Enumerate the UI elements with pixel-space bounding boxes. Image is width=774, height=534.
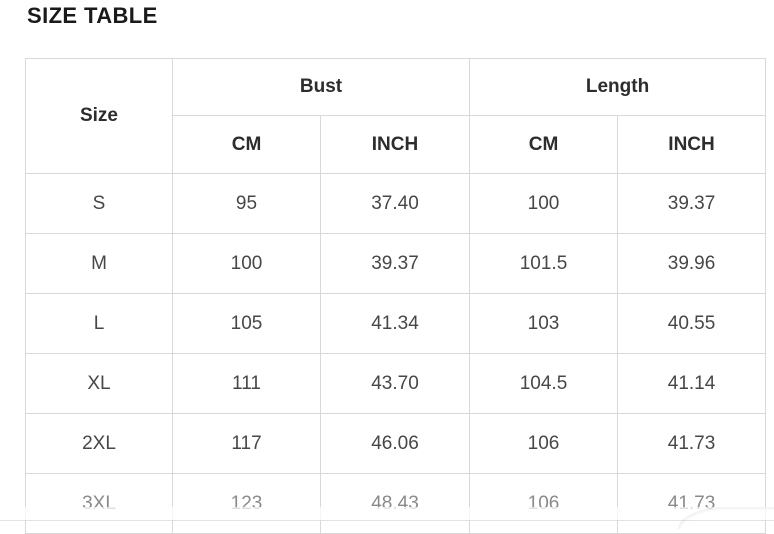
size-cell: 3XL: [25, 473, 173, 534]
column-header-bust-inch: INCH: [319, 115, 471, 174]
bust-cm-cell: 95: [172, 173, 321, 234]
length-cm-cell: 104.5: [469, 353, 619, 414]
page-title: SIZE TABLE: [27, 3, 158, 28]
column-group-length: Length: [469, 58, 767, 116]
column-header-length-cm: CM: [469, 115, 619, 174]
length-inch-cell: 40.55: [617, 293, 767, 354]
table-row: XL 111 43.70 104.5 41.14: [25, 353, 767, 414]
length-inch-cell: 41.73: [617, 413, 767, 474]
length-cm-cell: 101.5: [469, 233, 619, 294]
bust-cm-cell: 105: [172, 293, 321, 354]
column-header-bust-cm: CM: [172, 115, 321, 174]
bust-cm-cell: 111: [172, 353, 321, 414]
table-row: S 95 37.40 100 39.37: [25, 173, 767, 234]
bust-cm-cell: 117: [172, 413, 321, 474]
length-inch-cell: 39.96: [617, 233, 767, 294]
length-inch-cell: 39.37: [617, 173, 767, 234]
table-row: M 100 39.37 101.5 39.96: [25, 233, 767, 294]
length-inch-cell: 41.14: [617, 353, 767, 414]
size-cell: L: [25, 293, 173, 354]
length-cm-cell: 106: [469, 473, 619, 534]
size-cell: 2XL: [25, 413, 173, 474]
bust-inch-cell: 46.06: [319, 413, 471, 474]
table-unit-header-row: CM INCH CM INCH: [26, 115, 767, 174]
column-header-length-inch: INCH: [617, 115, 767, 174]
column-group-bust: Bust: [171, 58, 471, 116]
bust-inch-cell: 43.70: [319, 353, 471, 414]
bust-inch-cell: 48.43: [319, 473, 471, 534]
table-group-header-row: Size Bust Length: [25, 58, 767, 174]
length-inch-cell: 41.73: [617, 473, 767, 534]
bust-cm-cell: 100: [172, 233, 321, 294]
bust-inch-cell: 37.40: [319, 173, 471, 234]
length-cm-cell: 103: [469, 293, 619, 354]
size-cell: XL: [25, 353, 173, 414]
bust-inch-cell: 41.34: [319, 293, 471, 354]
column-header-size: Size: [25, 58, 173, 174]
size-cell: S: [25, 173, 173, 234]
table-row: L 105 41.34 103 40.55: [25, 293, 767, 354]
bust-cm-cell: 123: [172, 473, 321, 534]
table-row: 2XL 117 46.06 106 41.73: [25, 413, 767, 474]
bust-inch-cell: 39.37: [319, 233, 471, 294]
length-cm-cell: 100: [469, 173, 619, 234]
size-cell: M: [25, 233, 173, 294]
length-cm-cell: 106: [469, 413, 619, 474]
table-row: 3XL 123 48.43 106 41.73: [25, 473, 767, 534]
size-table: Size Bust Length CM INCH CM INCH S 95 37…: [25, 58, 767, 534]
